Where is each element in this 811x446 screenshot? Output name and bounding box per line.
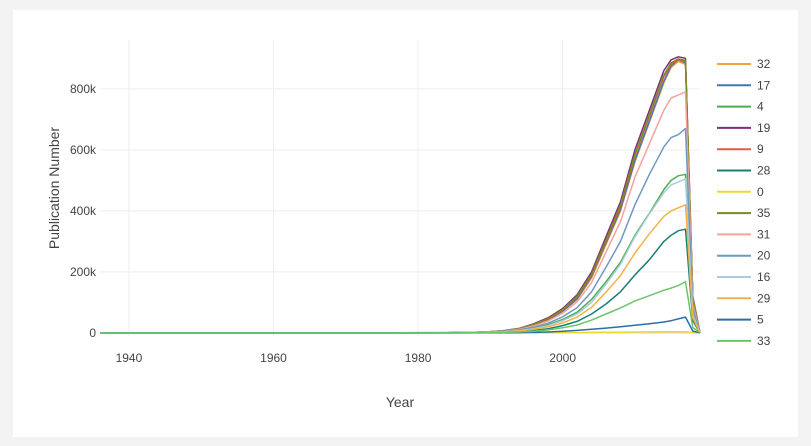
legend-label: 31 — [757, 227, 771, 241]
legend-label: 32 — [757, 57, 771, 71]
grid-lines — [100, 40, 700, 336]
y-axis-title: Publication Number — [46, 127, 62, 250]
chart-card — [13, 10, 798, 437]
series-line-33 — [100, 280, 701, 334]
legend-item-35[interactable]: 35 — [717, 206, 771, 220]
legend-item-17[interactable]: 17 — [717, 78, 771, 92]
y-tick-label: 400k — [70, 204, 97, 218]
legend-label: 16 — [757, 270, 771, 284]
y-tick-label: 600k — [70, 143, 97, 157]
x-axis-ticks: 1940 1960 1980 2000 — [116, 351, 577, 365]
legend-item-29[interactable]: 29 — [717, 291, 771, 305]
legend-label: 33 — [757, 334, 771, 348]
x-axis-title: Year — [386, 394, 415, 410]
legend-item-0[interactable]: 0 — [717, 185, 764, 199]
legend-item-31[interactable]: 31 — [717, 227, 771, 241]
legend-label: 29 — [757, 291, 771, 305]
y-tick-label: 200k — [70, 265, 97, 279]
x-tick-label: 1960 — [260, 351, 287, 365]
y-tick-label: 800k — [70, 82, 97, 96]
legend-label: 19 — [757, 121, 771, 135]
legend-item-33[interactable]: 33 — [717, 334, 771, 348]
x-tick-label: 1940 — [116, 351, 143, 365]
legend-label: 28 — [757, 164, 771, 178]
y-tick-label: 0 — [89, 326, 96, 340]
legend-label: 5 — [757, 313, 764, 327]
legend-label: 20 — [757, 249, 771, 263]
legend-item-5[interactable]: 5 — [717, 313, 764, 327]
legend-item-20[interactable]: 20 — [717, 249, 771, 263]
x-tick-label: 2000 — [549, 351, 576, 365]
y-axis-ticks: 0 200k 400k 600k 800k — [70, 82, 97, 340]
legend-item-9[interactable]: 9 — [717, 142, 764, 156]
legend: 32 17 4 19 9 28 0 35 31 20 16 29 5 33 — [717, 57, 771, 348]
legend-item-28[interactable]: 28 — [717, 164, 771, 178]
legend-label: 4 — [757, 100, 764, 114]
legend-label: 35 — [757, 206, 771, 220]
legend-item-32[interactable]: 32 — [717, 57, 771, 71]
x-tick-label: 1980 — [405, 351, 432, 365]
legend-item-19[interactable]: 19 — [717, 121, 771, 135]
legend-label: 17 — [757, 78, 771, 92]
legend-item-4[interactable]: 4 — [717, 100, 764, 114]
legend-label: 0 — [757, 185, 764, 199]
legend-label: 9 — [757, 142, 764, 156]
series-lines — [100, 56, 701, 334]
legend-item-16[interactable]: 16 — [717, 270, 771, 284]
